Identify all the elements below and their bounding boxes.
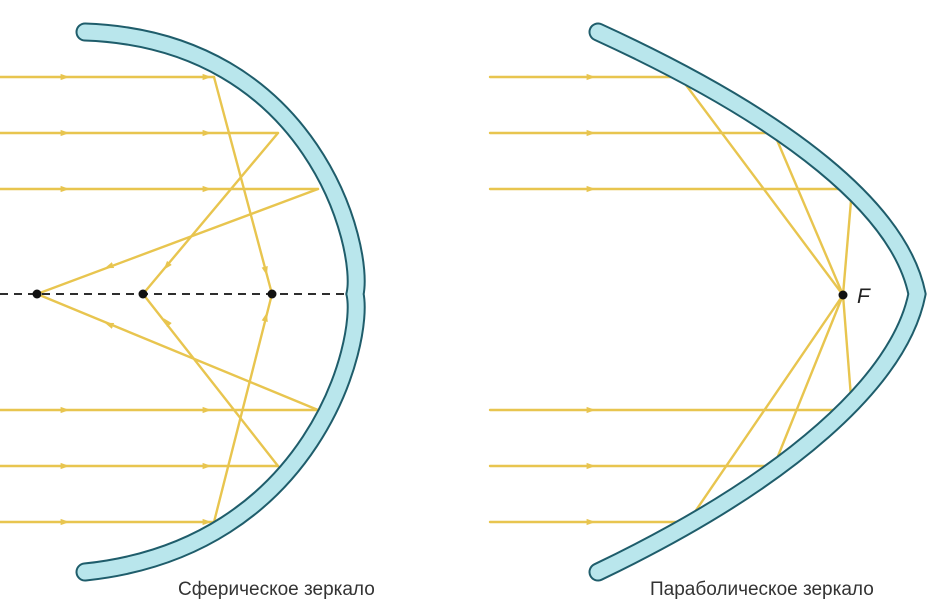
parabolic-rays bbox=[488, 75, 854, 524]
arrow-reflected-2 bbox=[163, 260, 172, 270]
reflected-ray-6 bbox=[212, 292, 274, 524]
parabolic-arrows bbox=[586, 73, 596, 526]
arrow-reflected-3 bbox=[104, 262, 115, 269]
focal-point-2 bbox=[138, 289, 148, 299]
p-reflected-ray-4 bbox=[841, 293, 854, 412]
reflected-ray-2 bbox=[141, 131, 280, 296]
reflected-ray-4 bbox=[35, 292, 320, 412]
spherical-mirror bbox=[75, 22, 366, 582]
p-reflected-ray-2 bbox=[772, 131, 845, 297]
spherical-mirror-caption: Сферическое зеркало bbox=[178, 579, 375, 600]
spherical-mirror-figure bbox=[0, 22, 366, 582]
p-reflected-ray-3 bbox=[841, 187, 854, 297]
arrow-reflected-1 bbox=[261, 265, 268, 276]
p-reflected-ray-5 bbox=[772, 293, 845, 468]
spherical-rays bbox=[0, 75, 320, 524]
reflected-ray-1 bbox=[212, 75, 274, 296]
spherical-mirror-fill bbox=[77, 24, 364, 580]
p-reflected-ray-6 bbox=[686, 293, 845, 524]
p-reflected-ray-1 bbox=[678, 75, 845, 297]
focus-label: F bbox=[857, 285, 871, 308]
parabolic-mirror-figure: F bbox=[488, 22, 927, 582]
reflected-ray-3 bbox=[35, 187, 320, 296]
focal-point-3 bbox=[267, 289, 277, 299]
parabolic-focus-point bbox=[838, 290, 848, 300]
arrow-reflected-4 bbox=[104, 322, 115, 329]
parabolic-mirror-fill bbox=[590, 24, 925, 580]
reflected-ray-5 bbox=[141, 292, 280, 468]
parabolic-mirror-caption: Параболическое зеркало bbox=[650, 579, 874, 600]
focal-point-1 bbox=[32, 289, 42, 299]
